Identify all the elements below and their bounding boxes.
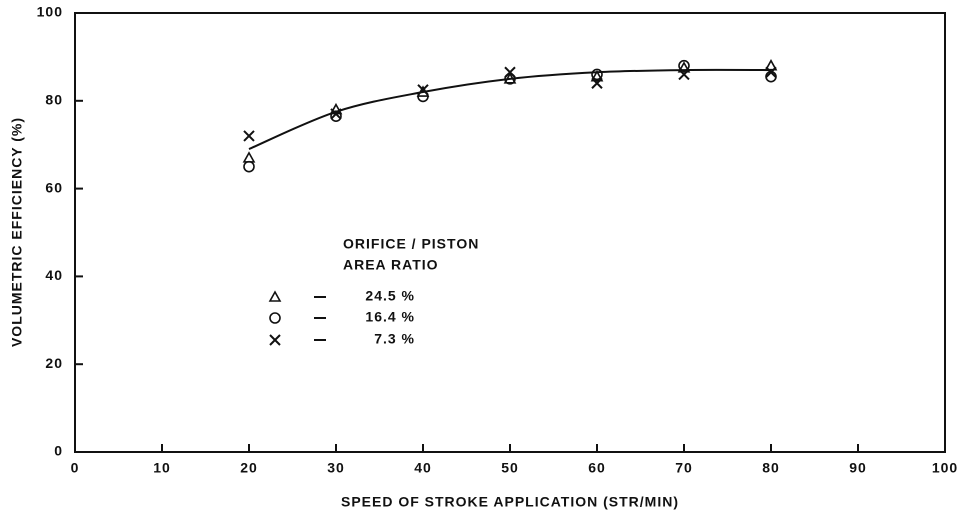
legend-title: AREA RATIO <box>343 257 439 273</box>
x-tick-label: 20 <box>240 460 258 476</box>
x-tick-label: 90 <box>849 460 867 476</box>
y-tick-label: 20 <box>45 355 63 371</box>
legend-label: 16.4 % <box>365 309 415 325</box>
x-tick-label: 60 <box>588 460 606 476</box>
x-tick-label: 100 <box>932 460 958 476</box>
data-point <box>504 73 516 85</box>
data-point <box>417 90 429 103</box>
y-tick-label: 80 <box>45 92 63 108</box>
data-point <box>677 61 691 73</box>
data-point <box>417 84 429 96</box>
x-axis-label: SPEED OF STROKE APPLICATION (STR/MIN) <box>341 494 679 510</box>
data-point <box>503 72 517 84</box>
y-axis-label: VOLUMETRIC EFFICIENCY (%) <box>9 117 25 347</box>
data-point <box>678 68 690 81</box>
data-point <box>243 130 255 142</box>
y-tick-label: 100 <box>37 4 63 20</box>
data-point <box>764 59 778 71</box>
x-tick-label: 40 <box>414 460 432 476</box>
x-tick-label: 30 <box>327 460 345 476</box>
data-point <box>765 66 777 78</box>
x-tick-label: 80 <box>762 460 780 476</box>
data-point <box>591 77 603 89</box>
legend-label: 7.3 % <box>374 331 415 347</box>
y-tick-label: 0 <box>54 443 63 459</box>
legend-marker <box>268 290 282 302</box>
x-tick-label: 10 <box>153 460 171 476</box>
x-tick-label: 0 <box>71 460 80 476</box>
data-point <box>678 59 690 72</box>
y-tick-label: 40 <box>45 267 63 283</box>
y-tick-label: 60 <box>45 179 63 195</box>
legend-label: 24.5 % <box>365 288 415 304</box>
legend-marker <box>269 312 281 324</box>
data-point <box>242 151 256 163</box>
data-point <box>591 68 603 81</box>
legend-marker <box>269 334 281 346</box>
data-point <box>243 160 255 173</box>
data-point <box>504 66 516 78</box>
data-point <box>330 108 342 120</box>
x-tick-label: 70 <box>675 460 693 476</box>
x-tick-label: 50 <box>501 460 519 476</box>
data-point <box>590 70 604 82</box>
fit-curve <box>248 68 772 151</box>
data-point <box>330 110 342 122</box>
legend-title: ORIFICE / PISTON <box>343 236 479 252</box>
